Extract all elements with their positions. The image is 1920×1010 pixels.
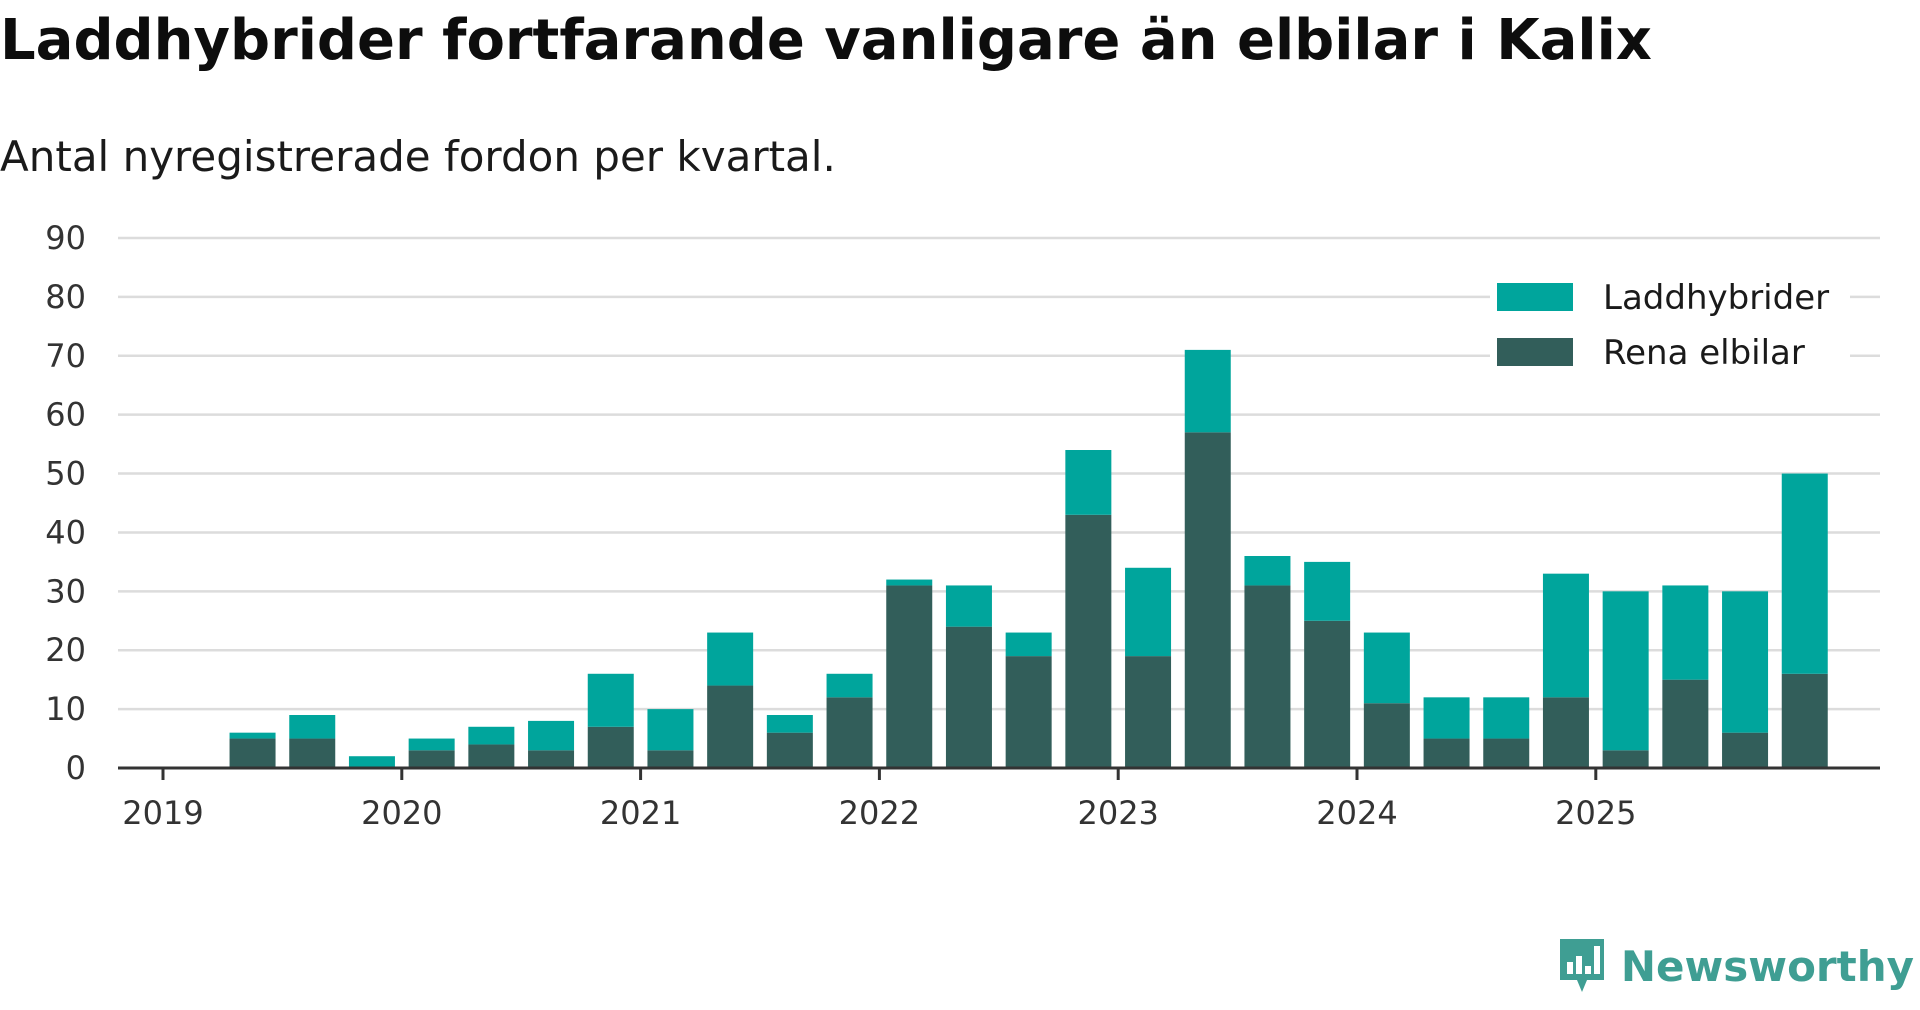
axes: 0 10 20 30 40 50 60 70 80 90 2019 2020 2021 2022 2023 2…: [45, 219, 1880, 832]
bar-laddhybrider: [229, 732, 276, 739]
y-tick-label: 30: [45, 572, 86, 610]
brand-logo: Newsworthy: [1557, 936, 1914, 996]
bar-rena-elbilar: [1005, 656, 1052, 768]
bar-laddhybrider: [1722, 591, 1769, 733]
bar-laddhybrider: [1005, 632, 1052, 657]
legend: Laddhybrider Rena elbilar: [1490, 265, 1850, 380]
bar-laddhybrider: [826, 673, 873, 698]
bar-rena-elbilar: [1363, 703, 1410, 768]
y-tick-label: 50: [45, 455, 86, 493]
y-tick-label: 10: [45, 690, 86, 728]
bar-rena-elbilar: [1244, 585, 1291, 768]
bar-laddhybrider: [1065, 450, 1112, 515]
bar-laddhybrider: [707, 632, 754, 686]
y-tick-label: 20: [45, 631, 86, 669]
bar-rena-elbilar: [766, 732, 813, 768]
y-tick-label: 80: [45, 278, 86, 316]
bar-rena-elbilar: [707, 685, 754, 768]
x-tick-label: 2024: [1316, 794, 1397, 832]
chart-subtitle: Antal nyregistrerade fordon per kvartal.: [0, 132, 836, 181]
bar-rena-elbilar: [1304, 620, 1351, 768]
bar-laddhybrider: [528, 720, 575, 751]
y-tick-label: 60: [45, 396, 86, 434]
bar-laddhybrider: [1244, 556, 1291, 586]
bars: [229, 349, 1828, 768]
newsworthy-logo-icon: [1559, 939, 1604, 992]
x-tick-label: 2022: [839, 794, 920, 832]
bar-rena-elbilar: [468, 744, 515, 768]
x-tick-label: 2025: [1555, 794, 1636, 832]
bar-rena-elbilar: [886, 585, 933, 768]
bar-laddhybrider: [289, 715, 336, 739]
bar-rena-elbilar: [289, 738, 336, 768]
bar-laddhybrider: [1184, 349, 1231, 433]
brand-name: Newsworthy: [1620, 941, 1914, 991]
x-tick-label: 2021: [600, 794, 681, 832]
bar-laddhybrider: [1125, 567, 1172, 657]
bar-rena-elbilar: [587, 726, 634, 768]
bar-laddhybrider: [1542, 573, 1589, 698]
bar-rena-elbilar: [1781, 673, 1828, 768]
x-tick-label: 2019: [122, 794, 203, 832]
bar-laddhybrider: [886, 579, 933, 586]
bar-laddhybrider: [766, 715, 813, 733]
bar-laddhybrider: [408, 738, 455, 751]
bar-rena-elbilar: [1125, 656, 1172, 768]
bar-laddhybrider: [1781, 473, 1828, 674]
legend-swatch-laddhybrider: [1497, 283, 1573, 311]
bar-laddhybrider: [1423, 697, 1470, 739]
y-tick-label: 0: [66, 749, 86, 787]
bar-rena-elbilar: [1602, 750, 1649, 768]
bar-rena-elbilar: [647, 750, 694, 768]
bar-rena-elbilar: [1483, 738, 1530, 768]
bar-laddhybrider: [1662, 585, 1709, 680]
bar-rena-elbilar: [1423, 738, 1470, 768]
legend-swatch-rena-elbilar: [1497, 338, 1573, 366]
bar-rena-elbilar: [1065, 514, 1112, 768]
bar-rena-elbilar: [528, 750, 575, 768]
bar-laddhybrider: [1363, 632, 1410, 704]
bar-rena-elbilar: [945, 626, 992, 768]
bar-laddhybrider: [348, 756, 395, 768]
bar-rena-elbilar: [826, 697, 873, 768]
chart-title: Laddhybrider fortfarande vanligare än el…: [0, 8, 1652, 73]
bar-laddhybrider: [1304, 561, 1351, 621]
legend-label-laddhybrider: Laddhybrider: [1603, 278, 1829, 318]
bar-laddhybrider: [647, 709, 694, 751]
y-tick-label: 40: [45, 513, 86, 551]
bar-rena-elbilar: [1542, 697, 1589, 768]
bar-rena-elbilar: [1184, 432, 1231, 768]
bar-laddhybrider: [1602, 591, 1649, 751]
legend-label-rena-elbilar: Rena elbilar: [1603, 333, 1805, 373]
bar-laddhybrider: [587, 673, 634, 727]
bar-rena-elbilar: [1722, 732, 1769, 768]
bar-rena-elbilar: [229, 738, 276, 768]
bar-rena-elbilar: [1662, 679, 1709, 768]
y-tick-label: 70: [45, 337, 86, 375]
bar-rena-elbilar: [408, 750, 455, 768]
bar-laddhybrider: [945, 585, 992, 627]
x-tick-label: 2023: [1077, 794, 1158, 832]
bar-laddhybrider: [468, 726, 515, 745]
bar-laddhybrider: [1483, 697, 1530, 739]
y-tick-label: 90: [45, 219, 86, 257]
x-tick-label: 2020: [361, 794, 442, 832]
